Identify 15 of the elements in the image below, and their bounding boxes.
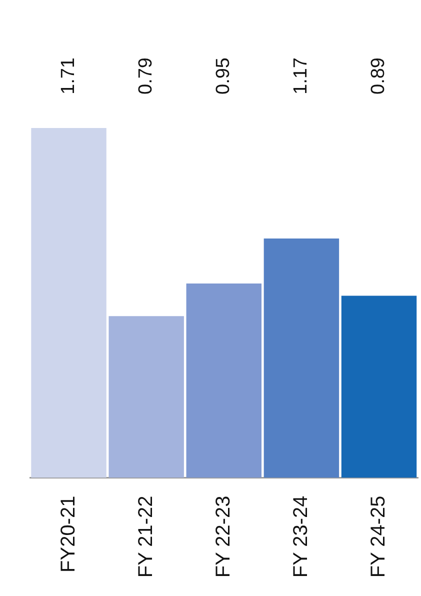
- x-tick-label: FY 21-22: [134, 496, 157, 578]
- data-label: 1.17: [290, 58, 312, 94]
- x-tick-label: FY 22-23: [212, 496, 234, 578]
- bar: [108, 316, 184, 478]
- x-tick-label: FY 23-24: [290, 496, 312, 578]
- bar: [31, 128, 106, 478]
- data-label: 0.79: [136, 58, 157, 94]
- x-tick-label: FY20-21: [57, 496, 80, 572]
- x-tick-label: FY 24-25: [368, 496, 390, 578]
- data-label: 0.89: [368, 58, 390, 94]
- data-label: 1.71: [58, 58, 80, 94]
- bar: [341, 296, 417, 478]
- bar: [264, 238, 340, 478]
- bar: [186, 283, 262, 478]
- data-label: 0.95: [213, 58, 234, 94]
